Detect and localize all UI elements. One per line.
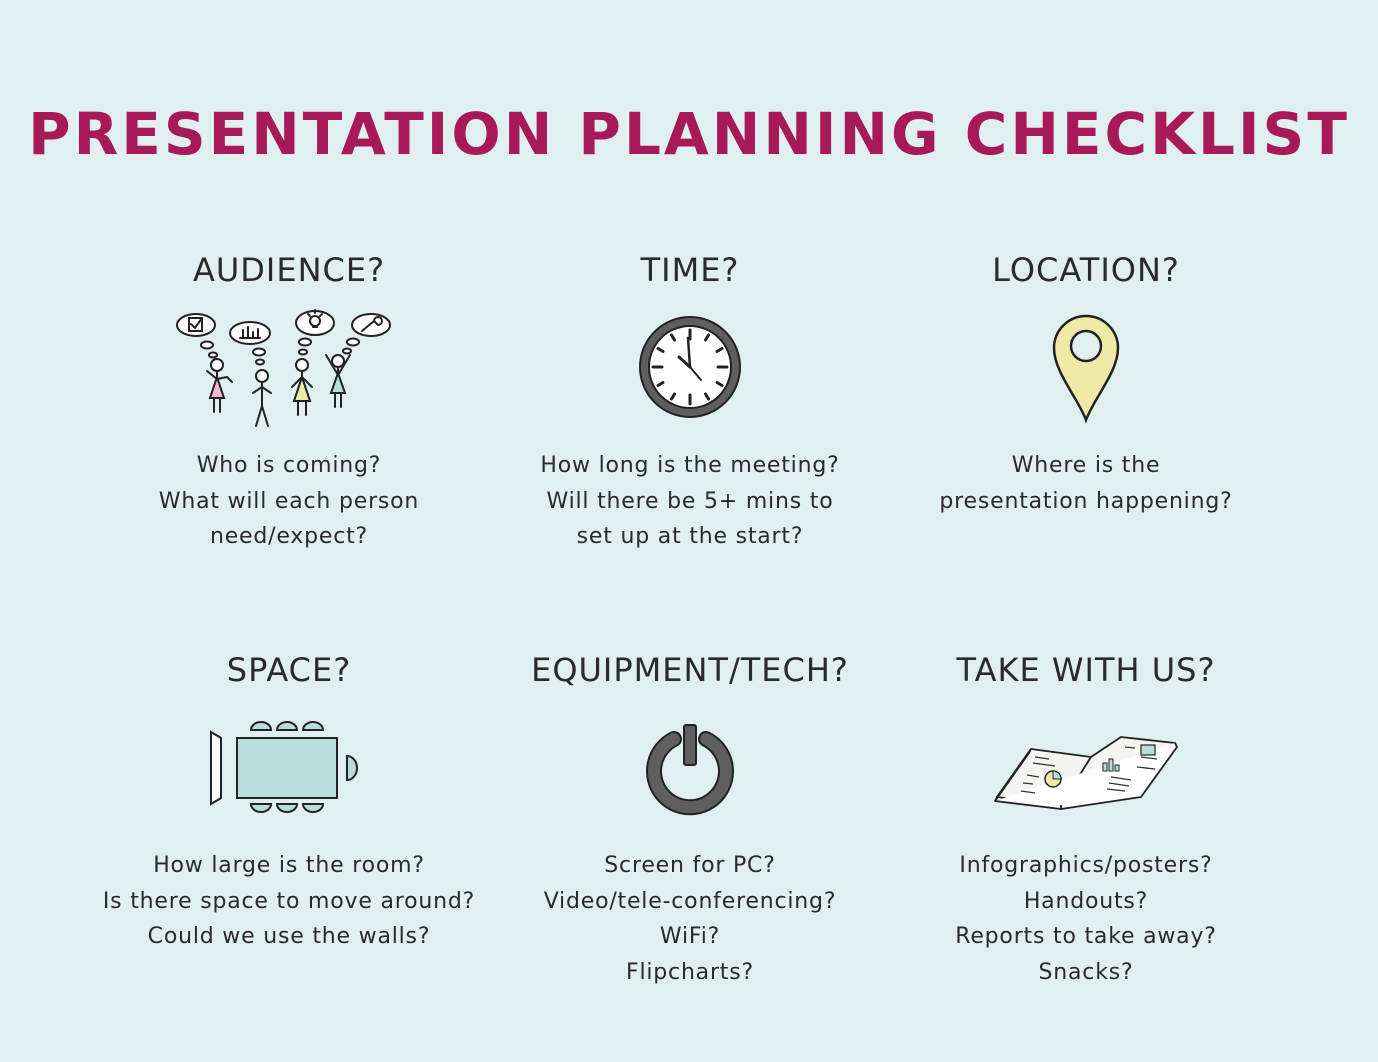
section-take-with-us: TAKE WITH US? I xyxy=(886,650,1286,990)
section-text-line: Handouts? xyxy=(1023,888,1149,914)
room-layout-icon xyxy=(209,721,358,813)
section-heading: SPACE? xyxy=(226,651,352,689)
section-text-line: Screen for PC? xyxy=(604,853,776,878)
section-text-line: Could we use the walls? xyxy=(147,924,431,949)
section-heading: TIME? xyxy=(640,251,740,289)
section-text-line: Reports to take away? xyxy=(955,924,1217,949)
section-text-line: presentation happening? xyxy=(939,488,1233,514)
section-text-line: How long is the meeting? xyxy=(540,453,840,478)
section-space: SPACE? How large is the room? Is there s… xyxy=(89,650,489,955)
section-heading: AUDIENCE? xyxy=(192,251,386,289)
page-title: PRESENTATION PLANNING CHECKLIST xyxy=(28,100,1350,168)
open-book-icon xyxy=(994,736,1178,810)
section-location: LOCATION? Where is the presentation happ… xyxy=(886,250,1286,519)
section-text-line: set up at the start? xyxy=(576,524,804,549)
section-heading: EQUIPMENT/TECH? xyxy=(531,651,849,689)
location-pin-icon xyxy=(1052,314,1120,424)
section-text-line: Snacks? xyxy=(1038,959,1134,985)
section-text-line: Who is coming? xyxy=(196,453,382,478)
power-icon xyxy=(646,724,734,816)
section-text-line: Where is the xyxy=(1011,453,1161,478)
section-heading: LOCATION? xyxy=(992,251,1180,289)
section-text-line: Will there be 5+ mins to xyxy=(546,488,834,514)
section-text-line: need/expect? xyxy=(209,524,369,549)
section-equipment: EQUIPMENT/TECH? Screen for PC? Video/tel… xyxy=(490,650,890,990)
section-text-line: Flipcharts? xyxy=(626,959,754,985)
section-text-line: Infographics/posters? xyxy=(959,853,1213,878)
section-text-line: WiFi? xyxy=(659,924,721,949)
section-text-line: Is there space to move around? xyxy=(102,888,476,914)
audience-icon xyxy=(176,308,391,427)
section-heading: TAKE WITH US? xyxy=(956,651,1216,689)
section-audience: AUDIENCE? xyxy=(89,250,489,555)
section-text-line: What will each person xyxy=(158,488,420,514)
clock-icon xyxy=(639,316,741,418)
section-time: TIME? How long is the meeting? Will ther… xyxy=(490,250,890,555)
section-text-line: How large is the room? xyxy=(153,853,425,878)
section-text-line: Video/tele-conferencing? xyxy=(543,888,837,914)
